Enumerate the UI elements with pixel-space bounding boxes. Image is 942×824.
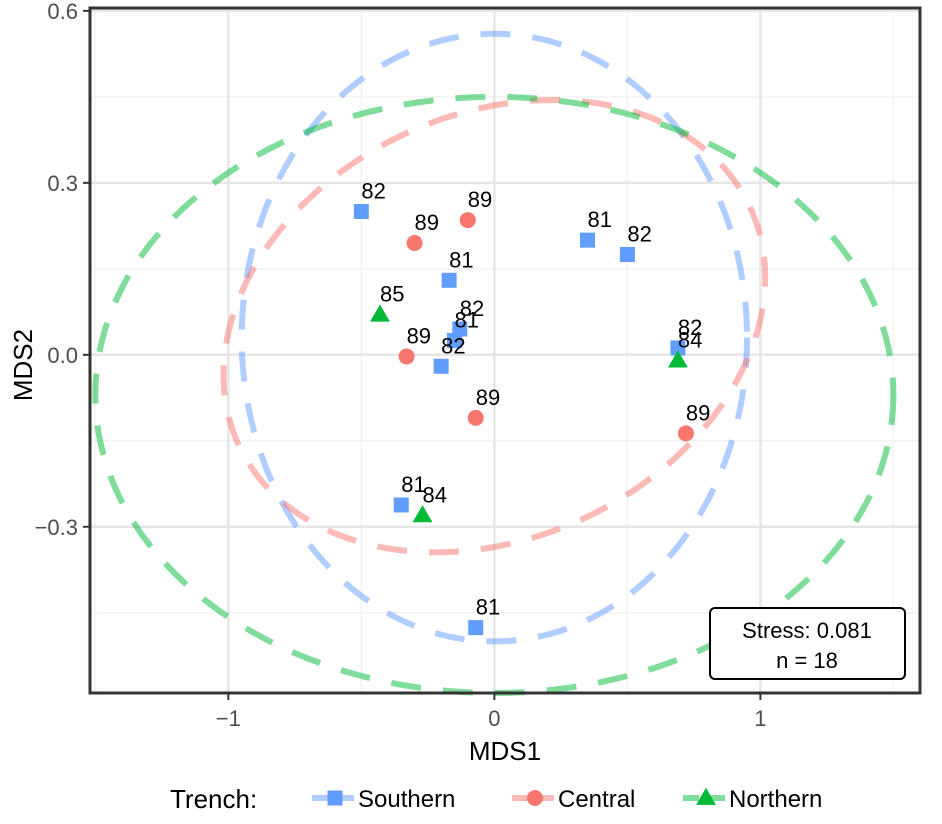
y-tick-label: 0.3 [47,171,78,196]
central-ellipse [220,96,769,556]
northern-point [668,350,688,368]
x-tick-label: 1 [754,706,766,731]
x-axis-title: MDS1 [469,736,541,766]
point-label: 82 [361,178,385,203]
southern-ellipse [238,30,751,645]
central-point [459,212,476,229]
central-legend-label: Central [558,786,635,813]
stress-annotation: Stress: 0.081 n = 18 [709,607,906,680]
southern-point [433,358,449,374]
point-label: 89 [476,385,500,410]
plot-panel-border [88,6,922,695]
legend: Trench: Southern Central Northern [170,784,822,814]
central-point [677,425,694,442]
central-point [406,235,423,252]
southern-point [579,232,595,248]
point-label: 89 [415,210,439,235]
southern-point [446,332,462,348]
southern-point [468,620,484,636]
point-label: 82 [627,221,651,246]
central-legend-marker [527,790,543,806]
y-tick-label: 0.6 [47,0,78,24]
point-label: 85 [380,282,404,307]
y-axis-title: MDS2 [8,329,38,401]
central-point [398,348,415,365]
point-label: 82 [460,296,484,321]
x-tick-label: −1 [216,706,241,731]
y-tick-label: −0.3 [35,515,78,540]
southern-legend-marker [327,790,343,806]
central-point [467,409,484,426]
southern-point [670,340,686,356]
northern-point [412,505,433,523]
legend-title: Trench: [170,784,257,814]
point-label: 84 [678,328,702,353]
southern-legend-label: Southern [358,786,455,813]
southern-point [353,203,369,219]
n-value: n = 18 [776,648,838,673]
data-points [353,203,694,636]
southern-point [619,246,635,262]
point-label: 81 [401,472,425,497]
point-label: 81 [587,207,611,232]
southern-point [393,497,409,513]
northern-ellipse [92,93,897,696]
ellipses [92,30,897,696]
point-label: 89 [686,400,710,425]
northern-legend-marker [696,787,716,805]
northern-point [370,304,390,322]
southern-point [441,272,457,288]
point-label: 89 [407,324,431,349]
point-label: 89 [468,187,492,212]
point-label: 84 [423,482,447,507]
axis-ticks: −1 0 1 −0.3 0.0 0.3 0.6 [35,0,767,731]
stress-box [709,607,906,680]
stress-value: Stress: 0.081 [742,618,872,643]
point-label: 81 [476,595,500,620]
northern-legend-label: Northern [729,786,822,813]
southern-point [452,321,468,337]
y-tick-label: 0.0 [47,343,78,368]
point-label: 82 [678,315,702,340]
point-label: 81 [454,307,478,332]
point-label: 81 [449,247,473,272]
grid [90,8,920,693]
x-tick-label: 0 [488,706,500,731]
point-label: 82 [441,333,465,358]
